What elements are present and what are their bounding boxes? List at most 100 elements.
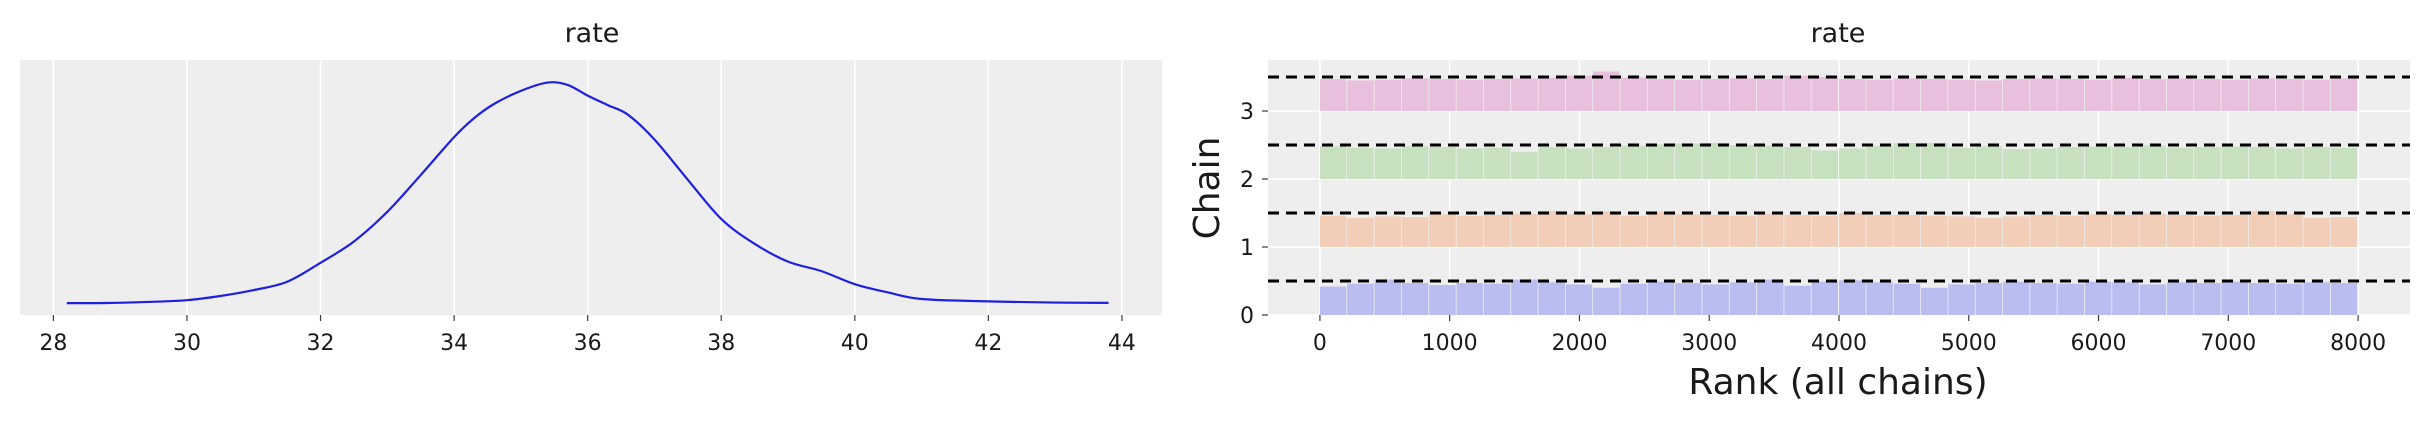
rank-bar (1948, 79, 1975, 111)
rank-bar (2112, 147, 2139, 179)
rank-bar (2057, 147, 2085, 179)
rank-bar (2139, 79, 2167, 111)
chain-2-histogram (1319, 142, 2358, 179)
rank-bar (1374, 216, 1402, 247)
rank-bar (1483, 283, 1511, 315)
rank-bar (1647, 211, 1675, 247)
rank-bar (1538, 77, 1566, 111)
rank-bar (2330, 147, 2358, 179)
kde-density-curve (66, 81, 1109, 305)
rank-bar (2248, 283, 2276, 315)
rank-x-tick-label: 2000 (1551, 331, 1607, 356)
rank-bar (1319, 286, 1347, 315)
rank-bar (2303, 79, 2330, 111)
rank-x-tick-label: 7000 (2200, 331, 2256, 356)
rank-bar (2194, 215, 2221, 247)
rank-bar (1811, 215, 1839, 247)
rank-bar (2030, 283, 2057, 315)
rank-bar (2248, 210, 2276, 247)
kde-x-tick-label: 32 (307, 331, 335, 356)
rank-bar (1784, 285, 1811, 315)
rank-x-tick-label: 0 (1313, 331, 1327, 356)
kde-plot-panel: rate 28 30 32 34 36 38 40 42 44 (20, 18, 1162, 356)
kde-x-tick-label: 42 (974, 331, 1002, 356)
rank-bar (1347, 80, 1374, 111)
rank-bar (2276, 148, 2303, 179)
rank-bar (2002, 281, 2030, 315)
rank-bar (2002, 216, 2030, 247)
rank-bar (1620, 283, 1647, 315)
rank-bar (2084, 281, 2112, 315)
rank-bar (1620, 215, 1647, 247)
rank-bar (1811, 281, 1839, 315)
rank-bar (2330, 217, 2358, 247)
rank-bar (1893, 283, 1921, 315)
rank-bar (1839, 148, 1866, 179)
rank-bar (2276, 283, 2303, 315)
rank-bar (1921, 142, 1948, 179)
kde-plot-title: rate (565, 18, 620, 49)
rank-bar (1429, 79, 1456, 111)
rank-bar (1866, 282, 1893, 315)
rank-bar (1456, 79, 1484, 111)
rank-plot-panel: rate 0 1000 2000 3000 4000 5000 6000 7000 8000 0… (1187, 18, 2410, 403)
rank-bar (1456, 215, 1484, 247)
rank-bar (1811, 77, 1839, 111)
rank-bar (2194, 147, 2221, 179)
chain-3-histogram (1319, 71, 2358, 111)
rank-bar (2057, 79, 2085, 111)
rank-bar (1675, 79, 1702, 111)
rank-bar (1483, 215, 1511, 247)
rank-bar (1975, 217, 2003, 247)
rank-bar (2248, 147, 2276, 179)
rank-x-tick-label: 5000 (1941, 331, 1997, 356)
rank-bar (1593, 211, 1620, 247)
rank-x-axis: 0 1000 2000 3000 4000 5000 6000 7000 8000 (1313, 315, 2386, 356)
rank-bar (1839, 280, 1866, 315)
rank-bar (1702, 215, 1729, 247)
rank-bar (1756, 145, 1784, 179)
rank-bar (1347, 283, 1374, 315)
kde-x-tick-label: 38 (707, 331, 735, 356)
rank-bar (1620, 145, 1647, 179)
rank-bar (1511, 151, 1538, 179)
rank-bar (2112, 282, 2139, 315)
rank-bar (2166, 282, 2194, 315)
rank-bar (2084, 214, 2112, 247)
kde-x-tick-label: 34 (440, 331, 468, 356)
rank-bar (1319, 146, 1347, 179)
rank-bar (2166, 78, 2194, 111)
rank-bar (1921, 215, 1948, 247)
rank-bar (1702, 284, 1729, 315)
rank-bar (2057, 283, 2085, 315)
rank-bar (1565, 284, 1593, 315)
rank-bar (2194, 283, 2221, 315)
rank-bar (1675, 283, 1702, 315)
rank-bar (1565, 75, 1593, 111)
rank-plot-title: rate (1811, 18, 1866, 49)
rank-bar (1675, 214, 1702, 247)
rank-bar (1866, 215, 1893, 247)
rank-bar (1893, 142, 1921, 179)
rank-bar (1756, 213, 1784, 247)
rank-bar (2139, 213, 2167, 247)
rank-bar (1511, 279, 1538, 315)
rank-bar (2030, 78, 2057, 111)
rank-bar (1784, 215, 1811, 247)
rank-bar (1538, 147, 1566, 179)
rank-x-tick-label: 1000 (1422, 331, 1478, 356)
kde-x-axis: 28 30 32 34 36 38 40 42 44 (39, 315, 1136, 356)
kde-x-tick-label: 30 (173, 331, 201, 356)
rank-bar (1620, 77, 1647, 111)
kde-x-tick-label: 28 (39, 331, 67, 356)
rank-bar (1702, 142, 1729, 179)
rank-y-tick-label: 3 (1240, 100, 1254, 125)
rank-bar (2221, 146, 2249, 179)
rank-bar (1319, 215, 1347, 247)
rank-x-tick-label: 4000 (1811, 331, 1867, 356)
rank-bar (2276, 214, 2303, 247)
rank-bar (1401, 146, 1429, 179)
rank-bar (1839, 79, 1866, 111)
rank-bar (1483, 147, 1511, 179)
